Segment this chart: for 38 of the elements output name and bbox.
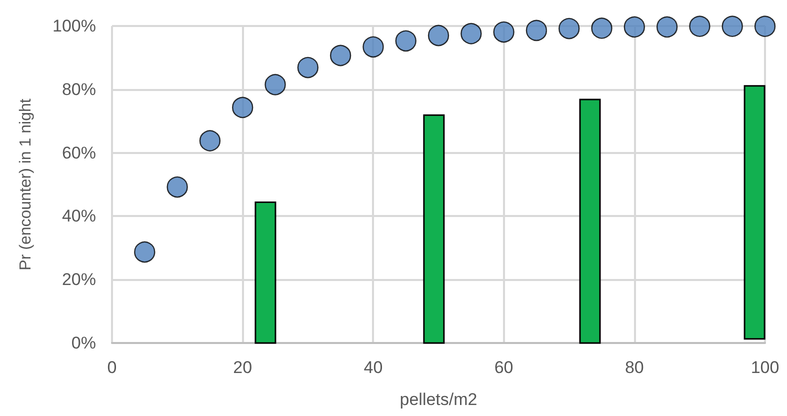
y-axis-title: Pr (encounter) in 1 night [18, 98, 34, 270]
y-tick-label: 0% [71, 334, 96, 352]
point [232, 96, 254, 118]
bar [423, 114, 445, 344]
y-tick-label: 80% [62, 80, 96, 99]
x-tick-label: 100 [750, 358, 780, 377]
point [624, 16, 645, 38]
point [722, 16, 743, 37]
point [297, 56, 318, 78]
point [264, 74, 286, 96]
point [395, 30, 416, 52]
point [362, 36, 384, 58]
point [134, 241, 156, 263]
bar [254, 202, 276, 344]
point [493, 21, 514, 43]
x-tick-label: 0 [107, 358, 117, 377]
x-tick-label: 40 [364, 358, 383, 377]
point [460, 23, 482, 44]
bar [579, 98, 601, 344]
point [428, 24, 450, 46]
point [591, 18, 612, 39]
point [558, 18, 580, 40]
point [166, 176, 188, 198]
y-tick-label: 40% [62, 206, 96, 226]
y-tick-label: 60% [62, 143, 96, 162]
bar [744, 85, 766, 340]
x-axis-title: pellets/m2 [400, 390, 478, 409]
point [656, 16, 678, 38]
y-tick-label: 20% [62, 270, 96, 290]
point [526, 20, 548, 42]
point [330, 44, 352, 66]
y-tick-label: 100% [52, 16, 96, 36]
x-tick-label: 60 [494, 358, 514, 377]
point [689, 16, 710, 37]
point [199, 130, 221, 152]
x-tick-label: 80 [624, 358, 644, 377]
x-tick-label: 20 [233, 358, 252, 377]
point [754, 16, 776, 37]
